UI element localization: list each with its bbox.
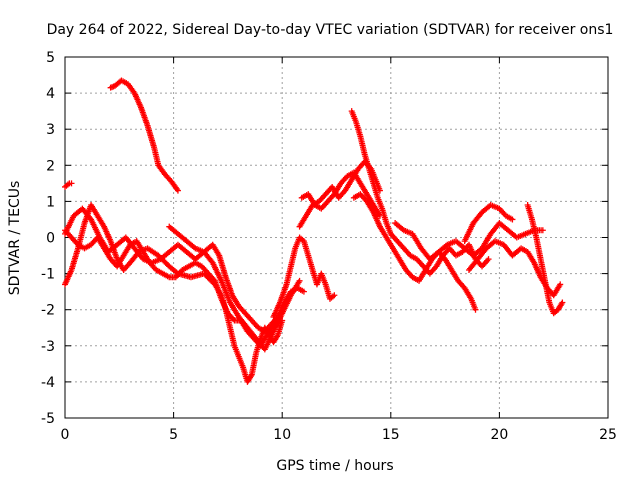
y-axis-label: SDTVAR / TECUs xyxy=(7,181,23,296)
series-track-7 xyxy=(270,234,338,320)
y-tick-label: 0 xyxy=(46,231,55,247)
x-tick-label: 15 xyxy=(382,427,400,443)
data-point xyxy=(559,299,566,306)
series-track-6 xyxy=(166,223,307,335)
series-track-2 xyxy=(107,77,181,194)
y-tick-label: -1 xyxy=(41,267,55,283)
data-point xyxy=(485,256,492,263)
x-tick-label: 5 xyxy=(169,427,178,443)
axis-ticks: 0 5 10 15 20 25 -5 -4 -3 -2 -1 0 1 2 3 4 5 xyxy=(41,50,617,443)
data-point xyxy=(300,288,307,295)
data-point xyxy=(331,292,338,299)
data-point xyxy=(174,187,181,194)
x-tick-label: 0 xyxy=(61,427,70,443)
data-point xyxy=(557,281,564,288)
data-point xyxy=(68,180,75,187)
data-point xyxy=(296,277,303,284)
series-track-11 xyxy=(350,191,479,313)
data-point xyxy=(539,227,546,234)
series-track-12 xyxy=(392,220,546,263)
chart-title: Day 264 of 2022, Sidereal Day-to-day VTE… xyxy=(47,22,614,38)
data-point xyxy=(509,216,516,223)
y-tick-label: 3 xyxy=(46,122,55,138)
x-tick-label: 10 xyxy=(273,427,291,443)
series-track-1 xyxy=(62,180,75,190)
x-tick-label: 25 xyxy=(599,427,617,443)
y-tick-label: 1 xyxy=(46,194,55,210)
y-tick-label: -2 xyxy=(41,303,55,319)
y-tick-label: 4 xyxy=(46,86,55,102)
y-tick-label: -5 xyxy=(41,411,55,427)
series-track-13 xyxy=(461,202,516,245)
series-track-9 xyxy=(298,169,383,219)
series-track-15 xyxy=(524,202,566,317)
grid xyxy=(65,57,608,418)
y-tick-label: -3 xyxy=(41,339,55,355)
y-tick-label: 5 xyxy=(46,50,55,66)
x-tick-label: 20 xyxy=(490,427,508,443)
y-tick-label: -4 xyxy=(41,375,55,391)
data-marks xyxy=(62,77,566,385)
x-axis-label: GPS time / hours xyxy=(276,458,393,474)
y-tick-label: 2 xyxy=(46,158,55,174)
data-point xyxy=(472,306,479,313)
